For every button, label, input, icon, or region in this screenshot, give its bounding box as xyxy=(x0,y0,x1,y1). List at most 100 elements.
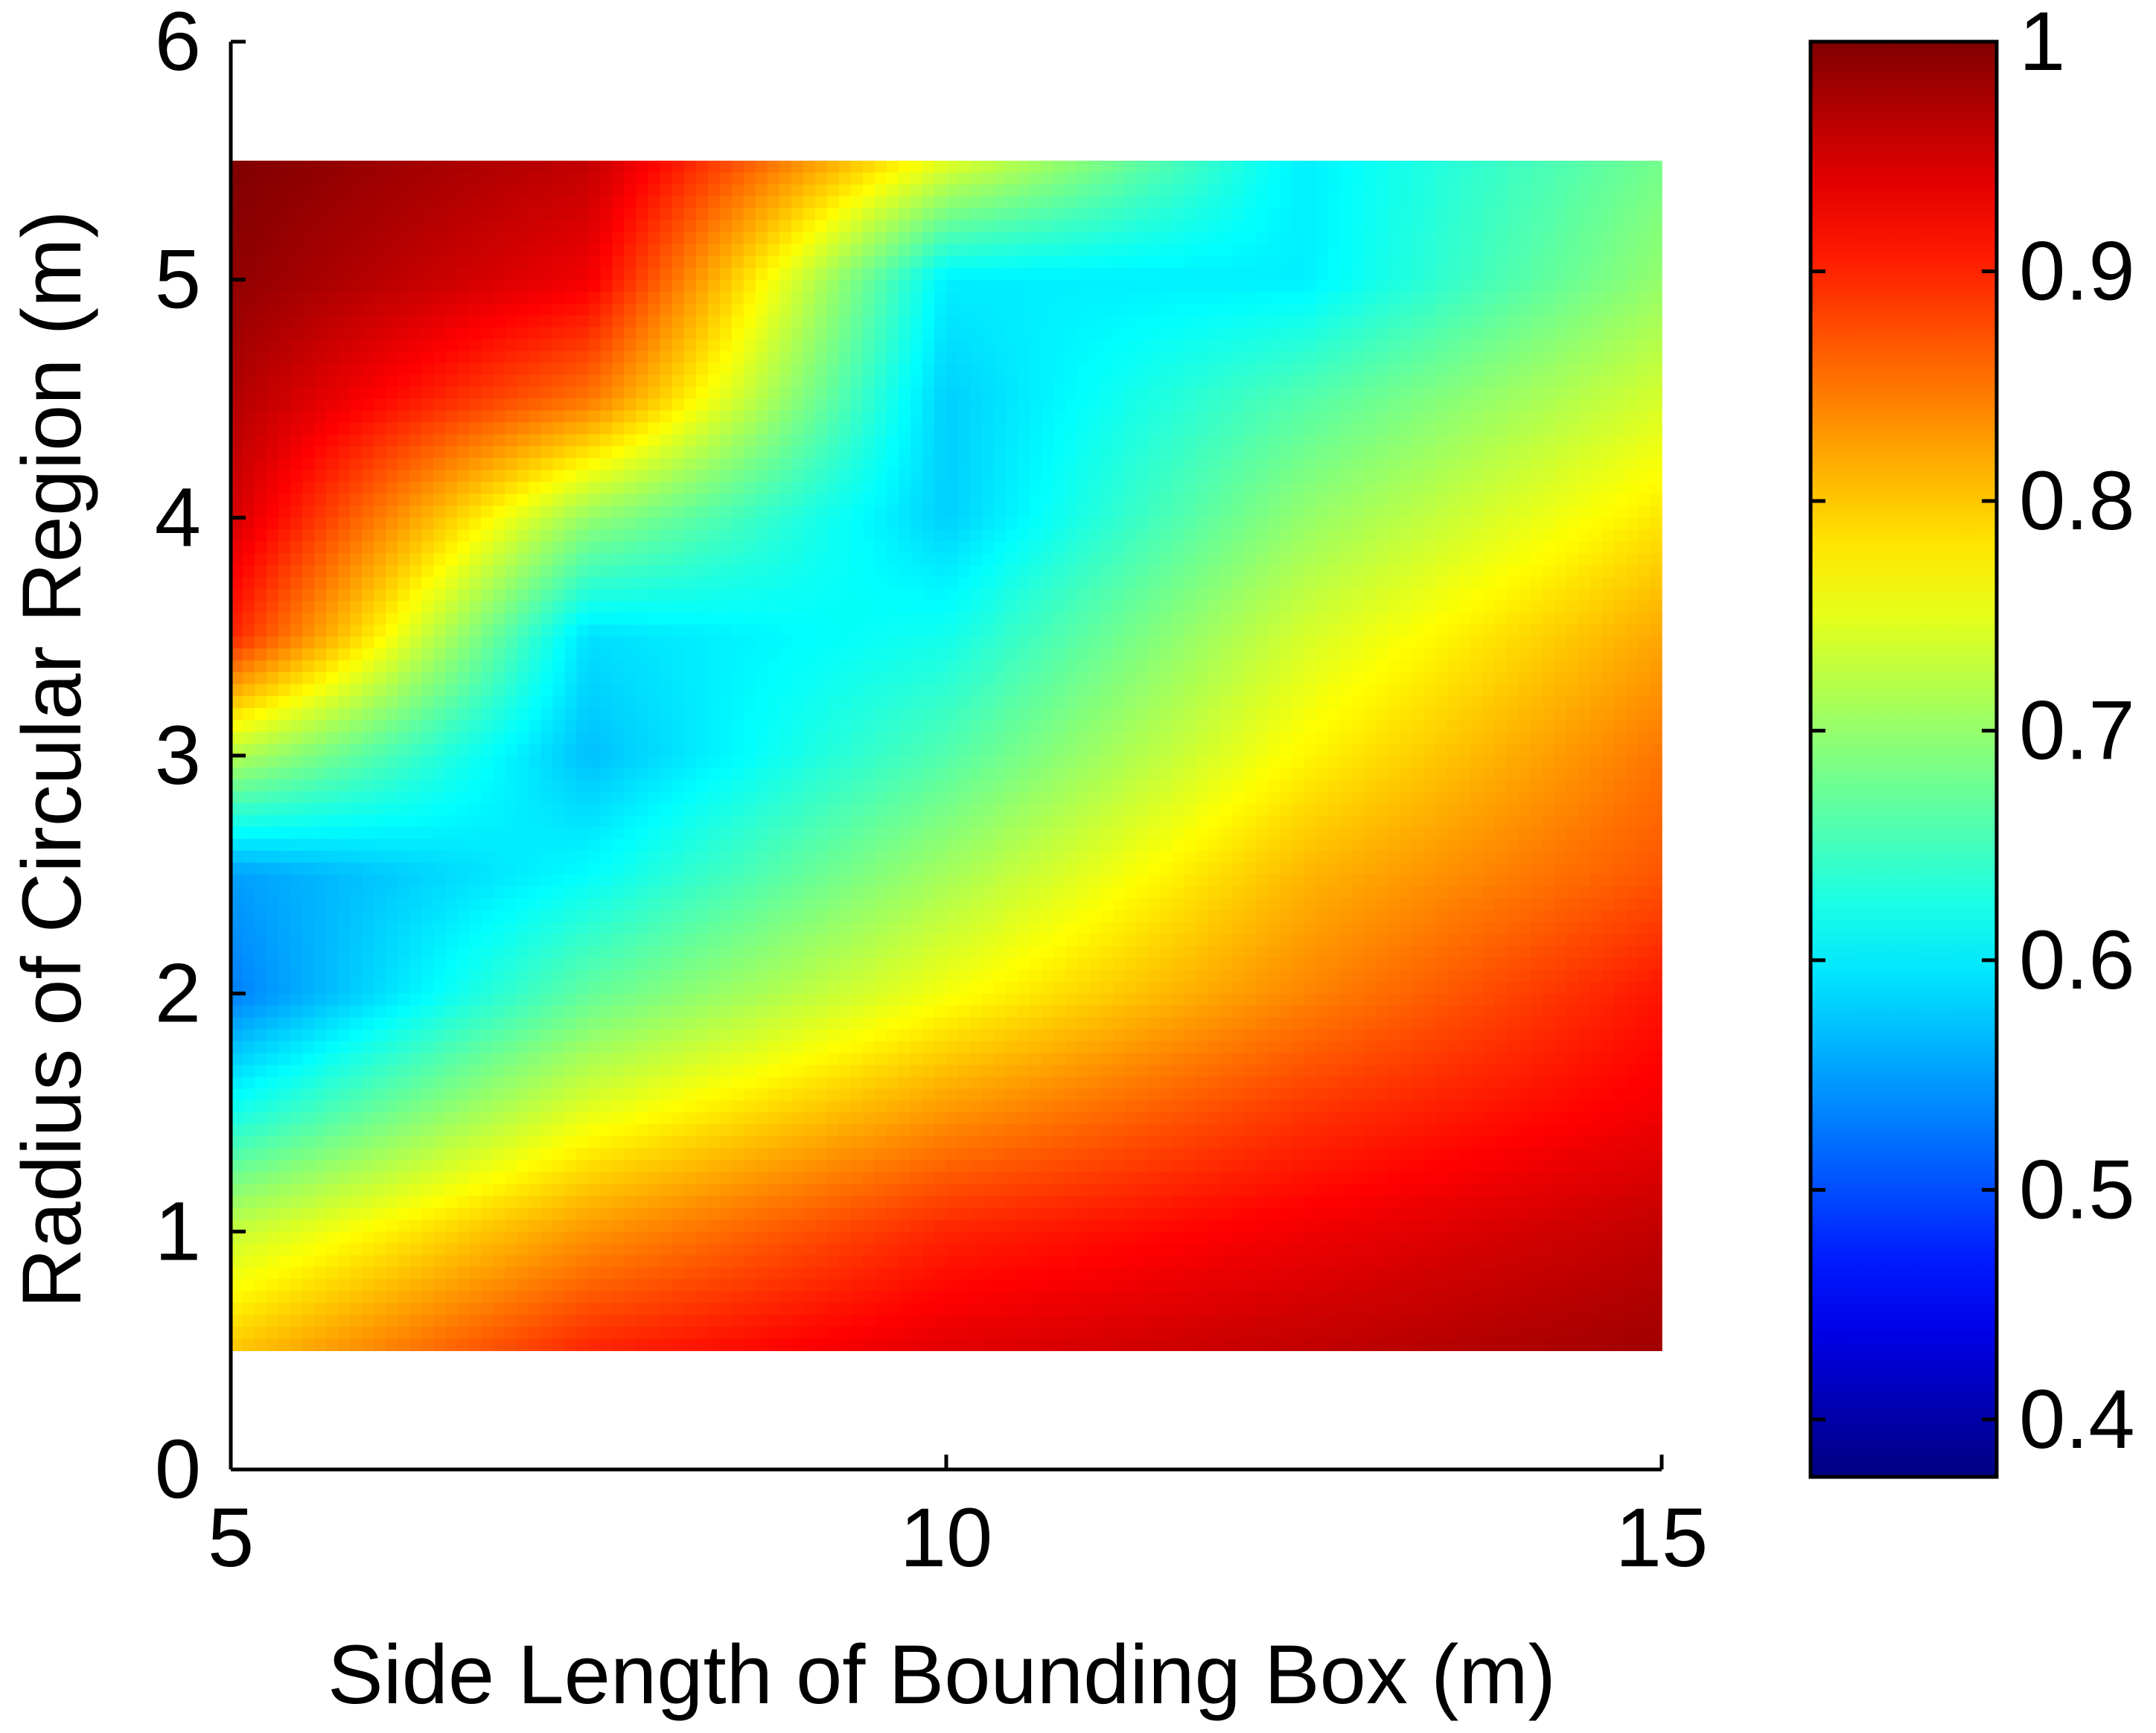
heatmap-cell xyxy=(672,220,685,233)
heatmap-cell xyxy=(814,351,828,364)
heatmap-cell xyxy=(338,184,351,197)
heatmap-cell xyxy=(1649,517,1662,531)
heatmap-cell xyxy=(1411,446,1424,459)
heatmap-cell xyxy=(314,291,327,304)
heatmap-cell xyxy=(1458,339,1472,352)
heatmap-cell xyxy=(481,434,494,447)
heatmap-cell xyxy=(255,255,267,269)
heatmap-cell xyxy=(1006,172,1018,185)
heatmap-cell xyxy=(814,434,828,447)
heatmap-cell xyxy=(314,601,327,613)
heatmap-cell xyxy=(874,482,887,495)
heatmap-cell xyxy=(1613,220,1627,233)
heatmap-cell xyxy=(1173,613,1186,625)
heatmap-cell xyxy=(398,470,411,483)
heatmap-cell xyxy=(755,220,768,233)
heatmap-cell xyxy=(1292,601,1305,613)
heatmap-cell xyxy=(1161,386,1174,400)
heatmap-cell xyxy=(445,541,459,555)
heatmap-cell xyxy=(1339,636,1353,649)
heatmap-cell xyxy=(302,553,315,567)
heatmap-cell xyxy=(1411,327,1424,340)
heatmap-cell xyxy=(982,589,995,602)
heatmap-cell xyxy=(910,160,923,173)
heatmap-cell xyxy=(1042,517,1054,531)
heatmap-cell xyxy=(540,351,554,364)
heatmap-cell xyxy=(826,648,840,661)
heatmap-cell xyxy=(409,648,423,661)
heatmap-cell xyxy=(1375,232,1388,245)
heatmap-cell xyxy=(326,374,339,388)
heatmap-cell xyxy=(672,565,685,578)
heatmap-cell xyxy=(517,160,530,173)
heatmap-cell xyxy=(1220,458,1234,471)
heatmap-cell xyxy=(1435,434,1448,447)
heatmap-cell xyxy=(958,565,971,578)
heatmap-cell xyxy=(290,243,303,257)
heatmap-cell xyxy=(588,577,602,590)
heatmap-cell xyxy=(1042,160,1054,173)
heatmap-cell xyxy=(469,601,482,613)
heatmap-cell xyxy=(529,386,542,400)
heatmap-cell xyxy=(1518,232,1531,245)
heatmap-cell xyxy=(850,172,864,185)
heatmap-cell xyxy=(1637,410,1651,424)
heatmap-cell xyxy=(421,160,435,173)
heatmap-cell xyxy=(791,351,804,364)
heatmap-cell xyxy=(600,339,613,352)
heatmap-cell xyxy=(886,541,899,555)
heatmap-cell xyxy=(672,541,685,555)
heatmap-cell xyxy=(1542,267,1555,281)
heatmap-cell xyxy=(624,339,637,352)
heatmap-cell xyxy=(743,279,756,293)
heatmap-cell xyxy=(1077,243,1090,257)
heatmap-cell xyxy=(1256,184,1269,197)
heatmap-cell xyxy=(1125,529,1138,543)
heatmap-cell xyxy=(1637,470,1651,483)
heatmap-cell xyxy=(1637,541,1651,555)
heatmap-cell xyxy=(278,398,291,412)
heatmap-cell xyxy=(1137,636,1150,649)
heatmap-cell xyxy=(1649,601,1662,613)
heatmap-cell xyxy=(469,541,482,555)
heatmap-cell xyxy=(374,625,387,637)
heatmap-cell xyxy=(588,565,602,578)
heatmap-cell xyxy=(1113,279,1126,293)
heatmap-cell xyxy=(970,410,983,424)
heatmap-cell xyxy=(1137,220,1150,233)
heatmap-cell xyxy=(743,434,756,447)
heatmap-cell xyxy=(1363,374,1377,388)
heatmap-cell xyxy=(1363,315,1377,328)
heatmap-cell xyxy=(850,279,864,293)
heatmap-cell xyxy=(994,220,1007,233)
heatmap-cell xyxy=(934,160,947,173)
heatmap-cell xyxy=(1244,482,1257,495)
heatmap-cell xyxy=(1315,220,1329,233)
heatmap-cell xyxy=(1327,553,1341,567)
heatmap-cell xyxy=(505,267,518,281)
heatmap-cell xyxy=(1232,589,1246,602)
heatmap-cell xyxy=(1566,196,1579,209)
heatmap-cell xyxy=(278,243,291,257)
heatmap-cell xyxy=(243,351,255,364)
heatmap-cell xyxy=(1625,279,1639,293)
heatmap-cell xyxy=(1506,577,1519,590)
heatmap-cell xyxy=(1625,208,1639,221)
heatmap-cell xyxy=(1542,303,1555,316)
heatmap-cell xyxy=(743,422,756,435)
heatmap-cell xyxy=(243,363,255,376)
heatmap-cell xyxy=(910,315,923,328)
heatmap-cell xyxy=(588,422,602,435)
heatmap-cell xyxy=(433,255,447,269)
heatmap-cell xyxy=(695,601,709,613)
heatmap-cell xyxy=(922,327,935,340)
heatmap-cell xyxy=(994,589,1007,602)
heatmap-cell xyxy=(755,208,768,221)
heatmap-cell xyxy=(838,434,852,447)
heatmap-cell xyxy=(1447,267,1460,281)
heatmap-cell xyxy=(707,625,721,637)
heatmap-cell xyxy=(338,232,351,245)
heatmap-cell xyxy=(1542,434,1555,447)
heatmap-cell xyxy=(731,398,744,412)
heatmap-cell xyxy=(493,625,506,637)
